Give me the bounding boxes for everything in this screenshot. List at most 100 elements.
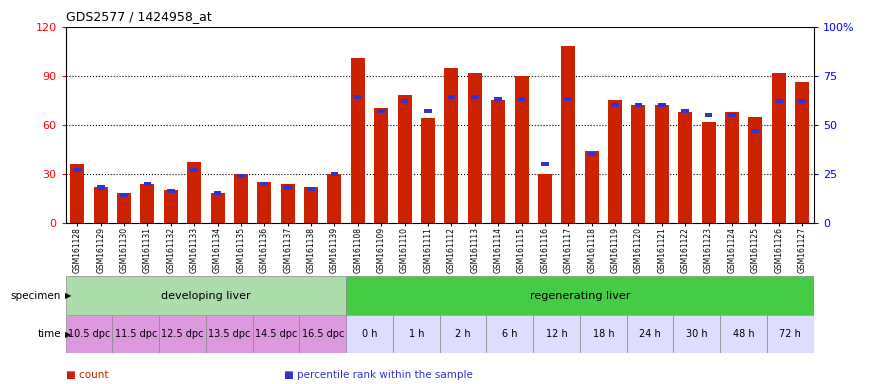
Bar [533, 315, 580, 353]
Bar [351, 58, 365, 223]
Bar [611, 103, 619, 107]
Bar [588, 152, 596, 156]
Bar [117, 194, 131, 223]
Text: 0 h: 0 h [361, 329, 377, 339]
Text: 14.5 dpc: 14.5 dpc [255, 329, 298, 339]
Bar [775, 99, 782, 103]
Bar [447, 95, 455, 99]
Bar [164, 190, 178, 223]
Bar [444, 68, 458, 223]
Bar [424, 109, 432, 113]
Bar [634, 103, 642, 107]
Bar [580, 315, 626, 353]
Bar [97, 185, 104, 190]
Bar [724, 112, 739, 223]
Text: ▶: ▶ [65, 329, 71, 339]
Bar [253, 315, 299, 353]
Bar [702, 121, 716, 223]
Bar [346, 276, 814, 315]
Bar [608, 100, 622, 223]
Bar [748, 117, 762, 223]
Bar [678, 112, 692, 223]
Bar [346, 315, 393, 353]
Bar [494, 97, 502, 101]
Text: 6 h: 6 h [502, 329, 518, 339]
Bar [704, 113, 712, 117]
Text: regenerating liver: regenerating liver [529, 291, 630, 301]
Bar [682, 109, 689, 113]
Bar [798, 99, 806, 103]
Bar [284, 185, 291, 190]
Bar [66, 315, 112, 353]
Bar [94, 187, 108, 223]
Bar [468, 73, 482, 223]
Bar [491, 100, 505, 223]
Text: 30 h: 30 h [686, 329, 708, 339]
Bar [112, 315, 159, 353]
Text: 24 h: 24 h [640, 329, 661, 339]
Bar [584, 151, 598, 223]
Bar [767, 315, 814, 353]
Bar [772, 73, 786, 223]
Bar [144, 182, 151, 185]
Bar [234, 174, 248, 223]
Text: 48 h: 48 h [732, 329, 754, 339]
Bar [538, 174, 552, 223]
Bar [257, 182, 271, 223]
Text: 12 h: 12 h [546, 329, 568, 339]
Bar [514, 76, 528, 223]
Bar [331, 172, 339, 176]
Text: ■ count: ■ count [66, 370, 108, 380]
Bar [281, 184, 295, 223]
Bar [374, 109, 388, 223]
Bar [304, 187, 318, 223]
Bar [237, 174, 245, 178]
Bar [564, 97, 572, 101]
Bar [187, 162, 201, 223]
Bar [159, 315, 206, 353]
Bar [518, 97, 525, 101]
Bar [626, 315, 674, 353]
Text: 13.5 dpc: 13.5 dpc [208, 329, 250, 339]
Bar [421, 118, 435, 223]
Bar [541, 162, 549, 166]
Text: 18 h: 18 h [592, 329, 614, 339]
Bar [752, 129, 760, 133]
Bar [795, 83, 809, 223]
Bar [70, 164, 84, 223]
Bar [632, 105, 646, 223]
Bar [214, 191, 221, 195]
Bar [66, 276, 346, 315]
Bar [393, 315, 440, 353]
Text: time: time [38, 329, 61, 339]
Bar [401, 99, 409, 103]
Text: GDS2577 / 1424958_at: GDS2577 / 1424958_at [66, 10, 212, 23]
Bar [354, 95, 361, 99]
Text: 2 h: 2 h [455, 329, 471, 339]
Bar [674, 315, 720, 353]
Bar [261, 182, 269, 185]
Bar [327, 174, 341, 223]
Bar [211, 194, 225, 223]
Text: 1 h: 1 h [409, 329, 424, 339]
Text: ▶: ▶ [65, 291, 71, 300]
Bar [471, 95, 479, 99]
Bar [167, 189, 175, 194]
Bar [299, 315, 346, 353]
Text: 72 h: 72 h [780, 329, 802, 339]
Text: 12.5 dpc: 12.5 dpc [161, 329, 204, 339]
Text: 10.5 dpc: 10.5 dpc [68, 329, 110, 339]
Bar [561, 46, 575, 223]
Bar [307, 187, 315, 192]
Bar [74, 168, 81, 172]
Bar [397, 95, 411, 223]
Text: 11.5 dpc: 11.5 dpc [115, 329, 157, 339]
Bar [206, 315, 253, 353]
Text: developing liver: developing liver [161, 291, 251, 301]
Bar [120, 193, 128, 197]
Bar [728, 113, 736, 117]
Bar [377, 109, 385, 113]
Bar [191, 168, 198, 172]
Bar [141, 184, 155, 223]
Bar [487, 315, 533, 353]
